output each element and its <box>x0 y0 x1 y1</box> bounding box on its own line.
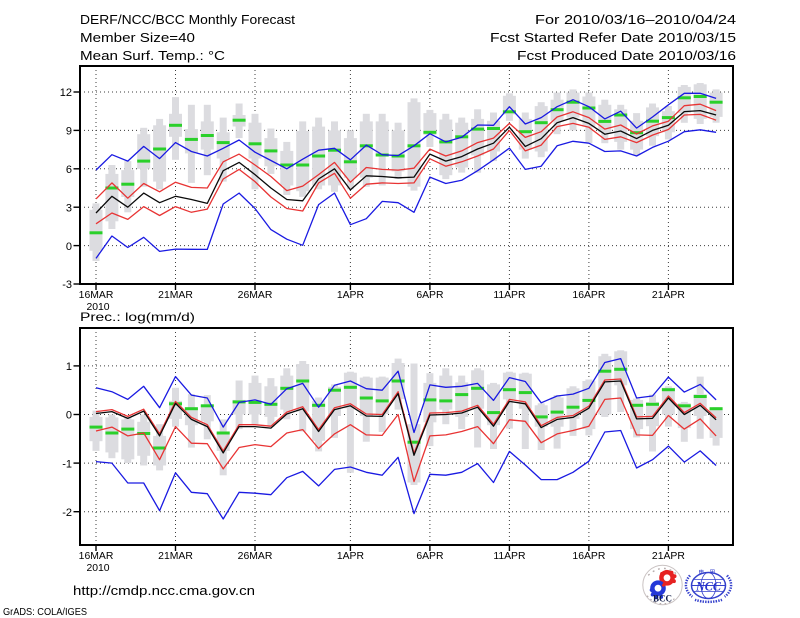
svg-text:11APR: 11APR <box>493 551 526 562</box>
svg-text:DERF/NCC/BCC Monthly Forecast: DERF/NCC/BCC Monthly Forecast <box>80 13 296 27</box>
svg-text:-1: -1 <box>62 458 72 470</box>
svg-text:Fcst Produced Date 2010/03/16: Fcst Produced Date 2010/03/16 <box>517 49 736 63</box>
svg-text:2010: 2010 <box>86 563 109 574</box>
svg-text:1APR: 1APR <box>337 290 365 301</box>
svg-text:http://cmdp.ncc.cma.gov.cn: http://cmdp.ncc.cma.gov.cn <box>73 583 255 598</box>
svg-text:21APR: 21APR <box>652 551 685 562</box>
svg-text:1: 1 <box>66 361 72 373</box>
svg-text:Prec.: log(mm/d): Prec.: log(mm/d) <box>80 310 195 324</box>
svg-text:16MAR: 16MAR <box>79 290 114 301</box>
svg-text:GrADS: COLA/IGES: GrADS: COLA/IGES <box>3 607 87 618</box>
svg-text:-3: -3 <box>62 279 72 291</box>
svg-text:NCC: NCC <box>695 580 722 594</box>
svg-text:2010: 2010 <box>86 302 109 313</box>
svg-text:6APR: 6APR <box>416 551 444 562</box>
svg-text:21MAR: 21MAR <box>158 290 193 301</box>
svg-text:12: 12 <box>60 87 72 99</box>
svg-text:-2: -2 <box>62 507 72 519</box>
svg-text:BCC: BCC <box>653 594 672 604</box>
svg-text:Mean Surf. Temp.: °C: Mean Surf. Temp.: °C <box>80 49 225 63</box>
svg-text:9: 9 <box>66 126 72 138</box>
svg-text:1APR: 1APR <box>337 551 365 562</box>
svg-text:For 2010/03/16–2010/04/24: For 2010/03/16–2010/04/24 <box>535 13 736 27</box>
svg-text:16APR: 16APR <box>572 290 605 301</box>
svg-text:Member Size=40: Member Size=40 <box>80 31 195 45</box>
svg-text:3: 3 <box>66 202 72 214</box>
svg-text:Fcst Started Refer Date 2010/0: Fcst Started Refer Date 2010/03/15 <box>490 31 736 45</box>
svg-text:21MAR: 21MAR <box>158 551 193 562</box>
svg-text:6APR: 6APR <box>416 290 444 301</box>
svg-text:26MAR: 26MAR <box>238 290 273 301</box>
svg-text:26MAR: 26MAR <box>238 551 273 562</box>
svg-text:16MAR: 16MAR <box>79 551 114 562</box>
svg-text:0: 0 <box>66 410 72 422</box>
svg-text:21APR: 21APR <box>652 290 685 301</box>
svg-text:11APR: 11APR <box>493 290 526 301</box>
svg-text:6: 6 <box>66 164 72 176</box>
svg-text:0: 0 <box>66 241 72 253</box>
svg-text:16APR: 16APR <box>572 551 605 562</box>
